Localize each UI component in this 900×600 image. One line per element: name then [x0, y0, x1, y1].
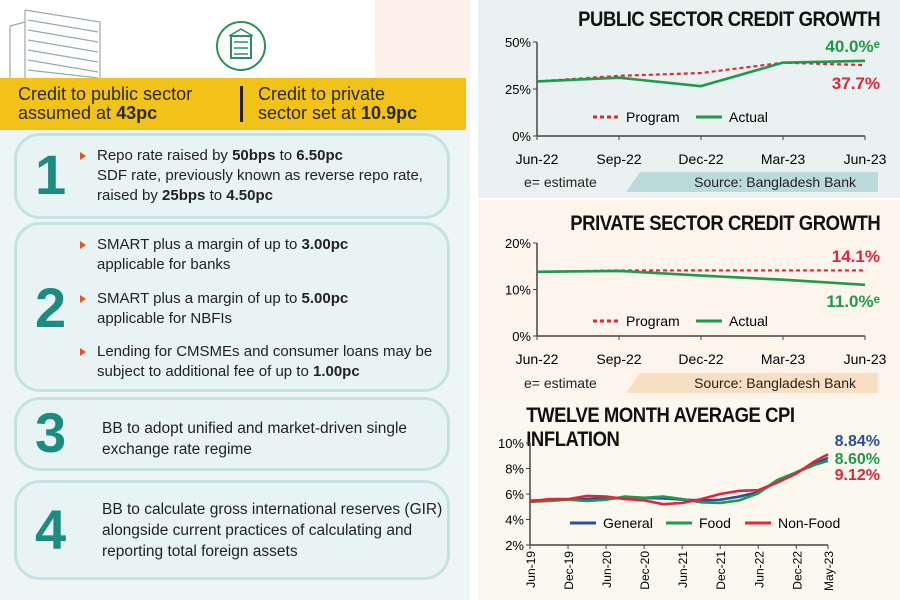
y-tick-label: 20%: [505, 236, 531, 251]
y-tick-label: 0%: [512, 329, 531, 344]
private-credit-chart: 0% 10% 20% Jun-22 Sep-22 Dec-22 Mar-23 Jun-23 14…: [505, 236, 887, 367]
policy-card-3: 3 BB to adopt unified and market-driven …: [14, 397, 450, 471]
end-value-label: 14.1%: [832, 247, 880, 266]
card-number: 1: [35, 143, 67, 206]
x-tick-label: Sep-22: [596, 351, 641, 367]
card-text: BB to calculate gross international rese…: [102, 501, 443, 560]
private-line2: sector set at: [258, 103, 362, 123]
private-credit-panel: PRIVATE SECTOR CREDIT GROWTH 0% 10% 20% Jun…: [478, 200, 900, 400]
x-tick-label: Dec-21: [714, 551, 728, 590]
series-line-actual: [536, 59, 866, 88]
policy-card-4: 4 BB to calculate gross international re…: [14, 480, 450, 580]
x-tick-label: Jun-20: [600, 551, 614, 588]
x-tick-label: Jun-22: [752, 551, 766, 588]
x-tick-label: Dec-22: [790, 551, 804, 590]
source-label: Source: Bangladesh Bank: [626, 172, 878, 192]
estimate-note: e= estimate: [524, 174, 597, 190]
x-tick-label: Dec-20: [638, 551, 652, 590]
public-sector-target: Credit to public sector assumed at 43pc: [18, 85, 192, 123]
bullet-item: SMART plus a margin of up to 3.00pc appl…: [80, 235, 397, 275]
y-tick-label: 8%: [505, 462, 524, 477]
end-value-label: 8.60%: [835, 451, 880, 468]
x-tick-label: Sep-22: [596, 151, 641, 167]
series-line-non-food: [529, 453, 829, 506]
bullet-item: Lending for CMSMEs and consumer loans ma…: [80, 342, 447, 382]
legend-label: Program: [626, 313, 680, 329]
end-value-label: 40.0%ᵉ: [825, 37, 880, 56]
public-value: 43pc: [116, 103, 158, 123]
x-tick-label: Jun-21: [676, 551, 690, 588]
x-tick-label: Dec-19: [562, 551, 576, 590]
chart-title: PUBLIC SECTOR CREDIT GROWTH: [578, 8, 880, 31]
legend-label: Actual: [729, 313, 768, 329]
y-tick-label: 25%: [505, 82, 531, 97]
end-value-label: 8.84%: [835, 433, 880, 450]
x-tick-label: Jun-23: [844, 151, 887, 167]
private-sector-target: Credit to private sector set at 10.9pc: [258, 85, 417, 123]
card-text: BB to adopt unified and market-driven si…: [102, 420, 408, 458]
y-tick-label: 6%: [505, 487, 524, 502]
bullet-item: SDF rate, previously known as reverse re…: [97, 167, 423, 204]
y-tick-label: 10%: [505, 283, 531, 298]
policy-card-2: 2 SMART plus a margin of up to 3.00pc ap…: [14, 222, 450, 392]
bangladesh-bank-logo: [216, 21, 266, 71]
series-line-actual: [536, 269, 866, 287]
x-tick-label: Jun-23: [844, 351, 887, 367]
header-illustration: [0, 0, 375, 79]
legend-label: Non-Food: [778, 515, 840, 531]
credit-targets-banner: Credit to public sector assumed at 43pc …: [0, 78, 466, 130]
x-tick-label: Dec-22: [678, 351, 723, 367]
bullet-item: SMART plus a margin of up to 5.00pc appl…: [80, 289, 397, 329]
card-number: 2: [35, 276, 67, 339]
series-line-food: [529, 459, 829, 505]
legend-label: Program: [626, 109, 680, 125]
series-line-program: [536, 61, 866, 83]
chart-title: TWELVE MONTH AVERAGE CPI INFLATION: [526, 404, 795, 451]
chart-title: PRIVATE SECTOR CREDIT GROWTH: [569, 212, 881, 235]
end-value-label: 37.7%: [832, 74, 880, 93]
x-tick-label: Mar-23: [761, 351, 806, 367]
y-tick-label: 50%: [505, 35, 531, 50]
y-tick-label: 2%: [505, 538, 524, 553]
public-line2: assumed at: [18, 103, 117, 123]
inflation-panel: TWELVE MONTH AVERAGE CPI INFLATION 2% 4% 6…: [478, 400, 900, 600]
private-value: 10.9pc: [361, 103, 418, 123]
inflation-chart: 2% 4% 6% 8% 10% Jun-19 Dec-19 Jun-20 Dec-20 Jun-2…: [498, 433, 880, 591]
card-number: 3: [35, 401, 67, 464]
legend-label: Food: [699, 515, 731, 531]
y-tick-label: 10%: [498, 436, 524, 451]
public-credit-chart: 0% 25% 50% Jun-22 Sep-22 Dec-22 Mar-23 Jun-23 37…: [505, 35, 887, 167]
x-tick-label: Jun-22: [516, 151, 559, 167]
x-tick-label: Mar-23: [761, 151, 806, 167]
y-tick-label: 0%: [512, 129, 531, 144]
end-value-label: 11.0%ᵉ: [826, 292, 880, 311]
x-tick-label: Jun-19: [524, 551, 538, 588]
decorative-strip: [375, 0, 470, 78]
source-label: Source: Bangladesh Bank: [626, 373, 878, 393]
policy-card-1: 1 Repo rate raised by 50bps to 6.50pc SD…: [14, 133, 450, 219]
policy-panel: Credit to public sector assumed at 43pc …: [0, 0, 470, 600]
estimate-note: e= estimate: [524, 375, 597, 391]
x-tick-label: Dec-22: [678, 151, 723, 167]
divider: [240, 86, 243, 122]
legend-label: General: [603, 515, 653, 531]
end-value-label: 9.12%: [835, 467, 880, 484]
x-tick-label: Jun-22: [516, 351, 559, 367]
building-icon: [9, 9, 101, 79]
public-label: Credit to public sector: [18, 84, 193, 104]
bullet-item: Repo rate raised by 50bps to 6.50pc: [80, 147, 343, 164]
y-tick-label: 4%: [505, 513, 524, 528]
card-number: 4: [35, 498, 67, 561]
legend-label: Actual: [729, 109, 768, 125]
series-line-program: [536, 269, 865, 273]
private-label: Credit to private: [258, 84, 386, 104]
x-tick-label: May-23: [822, 551, 836, 591]
public-credit-panel: PUBLIC SECTOR CREDIT GROWTH 0% 25% 50% Jun-…: [478, 0, 900, 198]
